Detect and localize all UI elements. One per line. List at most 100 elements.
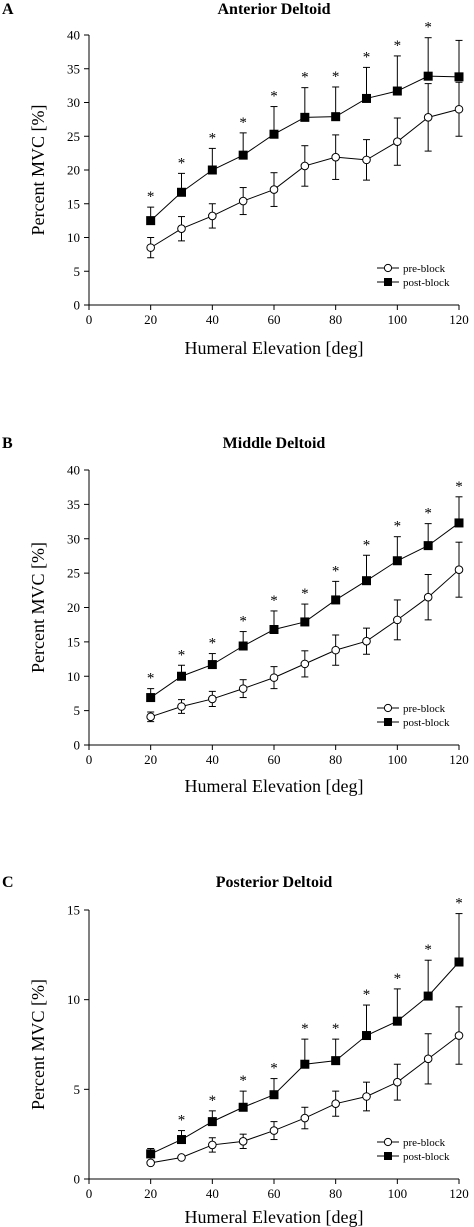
data-point-pre-block bbox=[300, 659, 310, 669]
panel-label: A bbox=[2, 1, 14, 18]
x-tick-label: 80 bbox=[329, 312, 342, 327]
y-tick-label: 35 bbox=[67, 497, 80, 512]
y-tick-label: 15 bbox=[67, 196, 80, 211]
y-tick-label: 5 bbox=[74, 264, 81, 279]
legend-label: post-block bbox=[403, 717, 450, 729]
legend-label: pre-block bbox=[403, 263, 446, 275]
data-point-post-block bbox=[177, 671, 186, 681]
significance-marker: * bbox=[332, 563, 340, 579]
data-point-post-block bbox=[300, 617, 310, 627]
data-point-pre-block bbox=[208, 211, 217, 221]
data-point-post-block bbox=[392, 86, 402, 96]
x-tick-label: 0 bbox=[86, 752, 93, 767]
y-axis-label: Percent MVC [%] bbox=[28, 979, 48, 1110]
chart-title: Posterior Deltoid bbox=[216, 874, 333, 891]
y-tick-label: 35 bbox=[67, 61, 80, 76]
significance-marker: * bbox=[178, 155, 186, 171]
x-axis-label: Humeral Elevation [deg] bbox=[185, 776, 364, 796]
x-tick-label: 80 bbox=[329, 1186, 342, 1201]
data-point-pre-block bbox=[208, 1140, 217, 1150]
data-point-pre-block bbox=[146, 712, 155, 722]
legend-label: pre-block bbox=[403, 1137, 446, 1149]
significance-marker: * bbox=[394, 38, 402, 54]
y-tick-label: 25 bbox=[67, 566, 80, 581]
significance-marker: * bbox=[424, 942, 432, 958]
x-tick-label: 120 bbox=[449, 1186, 469, 1201]
significance-marker: * bbox=[394, 971, 402, 987]
y-tick-label: 20 bbox=[67, 163, 80, 178]
y-tick-label: 10 bbox=[67, 230, 80, 245]
data-point-pre-block bbox=[331, 1099, 340, 1108]
x-axis-label: Humeral Elevation [deg] bbox=[185, 1207, 364, 1227]
y-tick-label: 10 bbox=[67, 992, 80, 1007]
y-tick-label: 5 bbox=[74, 703, 81, 718]
data-point-post-block bbox=[392, 556, 402, 566]
panel-a: A Anterior Deltoid 0 5 10 15 20 25 30 35 40 0 20 40 60… bbox=[2, 1, 469, 358]
x-tick-label: 60 bbox=[268, 1186, 281, 1201]
significance-marker: * bbox=[363, 537, 371, 553]
significance-marker: * bbox=[147, 671, 155, 687]
significance-marker: * bbox=[239, 115, 247, 131]
data-point-pre-block bbox=[454, 1031, 464, 1040]
data-point-pre-block bbox=[238, 1137, 248, 1146]
panel-label: C bbox=[2, 874, 14, 891]
y-tick-label: 25 bbox=[67, 129, 80, 144]
data-point-pre-block bbox=[177, 224, 186, 234]
data-point-post-block bbox=[146, 693, 156, 703]
x-tick-label: 100 bbox=[388, 1186, 408, 1201]
significance-marker: * bbox=[270, 89, 278, 105]
data-point-post-block bbox=[362, 1031, 371, 1041]
data-point-pre-block bbox=[146, 243, 155, 252]
significance-marker: * bbox=[178, 1113, 186, 1129]
significance-marker: * bbox=[178, 647, 186, 663]
significance-marker: * bbox=[455, 896, 463, 912]
significance-marker: * bbox=[363, 49, 371, 65]
significance-marker: * bbox=[239, 1073, 247, 1089]
significance-marker: * bbox=[209, 130, 217, 146]
y-tick-label: 15 bbox=[67, 634, 80, 649]
x-tick-label: 60 bbox=[268, 752, 281, 767]
data-point-pre-block bbox=[269, 185, 279, 194]
significance-marker: * bbox=[301, 1021, 309, 1037]
data-point-post-block bbox=[238, 150, 248, 160]
significance-marker: * bbox=[424, 506, 432, 522]
data-point-pre-block bbox=[423, 1054, 433, 1064]
legend-label: post-block bbox=[403, 277, 450, 289]
data-point-post-block bbox=[238, 641, 248, 651]
data-point-pre-block bbox=[331, 152, 340, 162]
significance-marker: * bbox=[332, 69, 340, 85]
x-tick-label: 120 bbox=[449, 752, 469, 767]
data-point-pre-block bbox=[238, 684, 248, 693]
data-point-post-block bbox=[269, 129, 279, 139]
y-axis-label: Percent MVC [%] bbox=[28, 105, 48, 236]
data-point-pre-block bbox=[362, 1092, 371, 1101]
y-tick-label: 30 bbox=[67, 531, 80, 546]
chart-title: Middle Deltoid bbox=[223, 435, 326, 452]
data-point-post-block bbox=[207, 660, 217, 670]
data-point-post-block bbox=[146, 216, 156, 226]
legend-marker bbox=[383, 1137, 393, 1147]
legend-marker bbox=[384, 278, 392, 286]
data-point-pre-block bbox=[177, 702, 186, 711]
data-point-post-block bbox=[331, 1056, 341, 1066]
significance-marker: * bbox=[209, 1093, 217, 1109]
panel-label: B bbox=[2, 435, 13, 452]
x-tick-label: 0 bbox=[86, 312, 93, 327]
x-axis-label: Humeral Elevation [deg] bbox=[185, 338, 364, 358]
data-point-post-block bbox=[269, 625, 279, 634]
x-tick-label: 0 bbox=[86, 1186, 93, 1201]
y-tick-label: 40 bbox=[67, 463, 80, 478]
data-point-post-block bbox=[423, 991, 433, 1001]
panel-b: B Middle Deltoid 0 5 10 15 20 25 30 35 40 0 20 40 60 80… bbox=[2, 435, 469, 796]
data-point-pre-block bbox=[269, 1126, 279, 1135]
y-tick-label: 5 bbox=[74, 1082, 81, 1097]
chart-title: Anterior Deltoid bbox=[217, 1, 330, 18]
x-tick-label: 20 bbox=[144, 312, 157, 327]
y-tick-label: 15 bbox=[67, 903, 80, 918]
significance-marker: * bbox=[301, 70, 309, 86]
data-point-post-block bbox=[177, 1135, 186, 1145]
x-tick-label: 120 bbox=[449, 312, 469, 327]
significance-marker: * bbox=[270, 593, 278, 609]
data-point-pre-block bbox=[300, 1113, 310, 1123]
data-point-pre-block bbox=[362, 155, 371, 165]
